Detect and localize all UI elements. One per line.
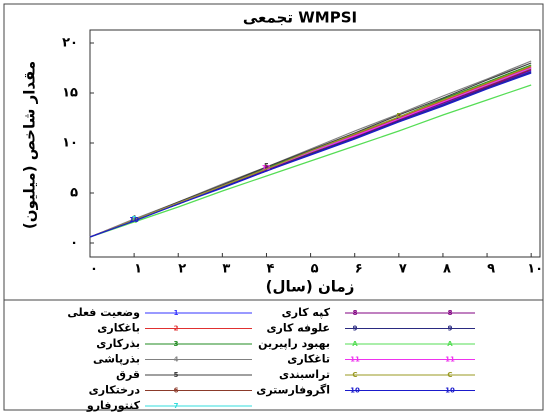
legend-marker: A xyxy=(447,340,453,348)
series-line xyxy=(89,65,532,238)
legend-label: بذرکاری xyxy=(96,337,140,350)
plot-frame xyxy=(89,29,541,258)
x-tick-label: ۱۰ xyxy=(527,262,543,277)
x-tick-label: ۹ xyxy=(487,262,495,277)
legend-marker: 10 xyxy=(350,387,360,395)
series-marker: 5 xyxy=(264,162,269,170)
legend-marker: 6 xyxy=(174,387,179,395)
legend-marker: 4 xyxy=(174,356,179,364)
series-line xyxy=(89,72,532,238)
y-tick-label: ۱۵ xyxy=(62,86,78,101)
series-marker: C xyxy=(396,112,401,120)
legend-marker: C xyxy=(447,371,452,379)
legend-marker: 2 xyxy=(174,325,179,333)
series-line xyxy=(89,84,532,238)
legend-label: درختکاری xyxy=(89,384,141,397)
legend-marker: 1 xyxy=(174,309,179,317)
legend-label: تاغکاری xyxy=(287,353,330,366)
x-tick-label: ۳ xyxy=(222,262,230,277)
series-marker: 10 xyxy=(129,216,139,224)
legend-label: تراسبندی xyxy=(279,368,330,381)
chart-title: WMPSI تجمعی xyxy=(243,9,357,27)
series-marker: 6 xyxy=(396,114,401,122)
legend-label: کپه کاری xyxy=(282,306,331,319)
y-tick-label: ۲۰ xyxy=(62,36,78,51)
series-marker: 9 xyxy=(396,116,401,124)
legend-marker: 8 xyxy=(353,309,358,317)
legend-marker: 11 xyxy=(445,356,455,364)
legend-label: وضعیت فعلی xyxy=(67,306,140,319)
legend-marker: A xyxy=(352,340,358,348)
legend-label: باغکاری xyxy=(97,322,140,335)
series-marker: 11 xyxy=(262,164,272,172)
legend-label: بهبود راپیرین xyxy=(258,337,330,350)
series-marker: 3 xyxy=(396,112,401,120)
x-tick-label: ۰ xyxy=(90,262,98,277)
legend-marker: 11 xyxy=(350,356,360,364)
x-tick-label: ۴ xyxy=(267,262,275,277)
series-line xyxy=(89,62,532,238)
legend-marker: 9 xyxy=(448,325,453,333)
legend-marker: 3 xyxy=(174,340,179,348)
x-tick-label: ۵ xyxy=(311,262,319,277)
legend-label: کنتورفارو xyxy=(86,399,141,412)
y-tick-label: ۱۰ xyxy=(62,136,78,151)
legend-marker: 10 xyxy=(445,387,455,395)
series-marker: 7 xyxy=(132,215,137,223)
x-tick-label: ۱ xyxy=(134,262,142,277)
legend-label: قرق xyxy=(116,368,140,381)
legend-label: اگروفارستری xyxy=(256,384,330,397)
x-axis-label: زمان (سال) xyxy=(266,278,355,296)
x-tick-label: ۶ xyxy=(355,262,363,277)
y-tick-label: ۵ xyxy=(70,186,78,201)
y-axis-label: مقدار شاخص (میلیون) xyxy=(21,61,39,229)
x-tick-label: ۲ xyxy=(178,262,186,277)
legend-label: بذرپاشی xyxy=(93,353,140,366)
legend-marker: C xyxy=(352,371,357,379)
legend-marker: 8 xyxy=(448,309,453,317)
legend-marker: 9 xyxy=(353,325,358,333)
outer-frame xyxy=(3,3,544,411)
x-tick-label: ۷ xyxy=(399,262,407,277)
x-tick-label: ۸ xyxy=(443,262,451,277)
legend-marker: 5 xyxy=(174,371,179,379)
series-marker: 4 xyxy=(132,214,137,222)
y-tick-label: ۰ xyxy=(70,236,78,251)
legend-marker: 7 xyxy=(174,402,179,410)
legend-label: علوفه کاری xyxy=(266,322,330,335)
